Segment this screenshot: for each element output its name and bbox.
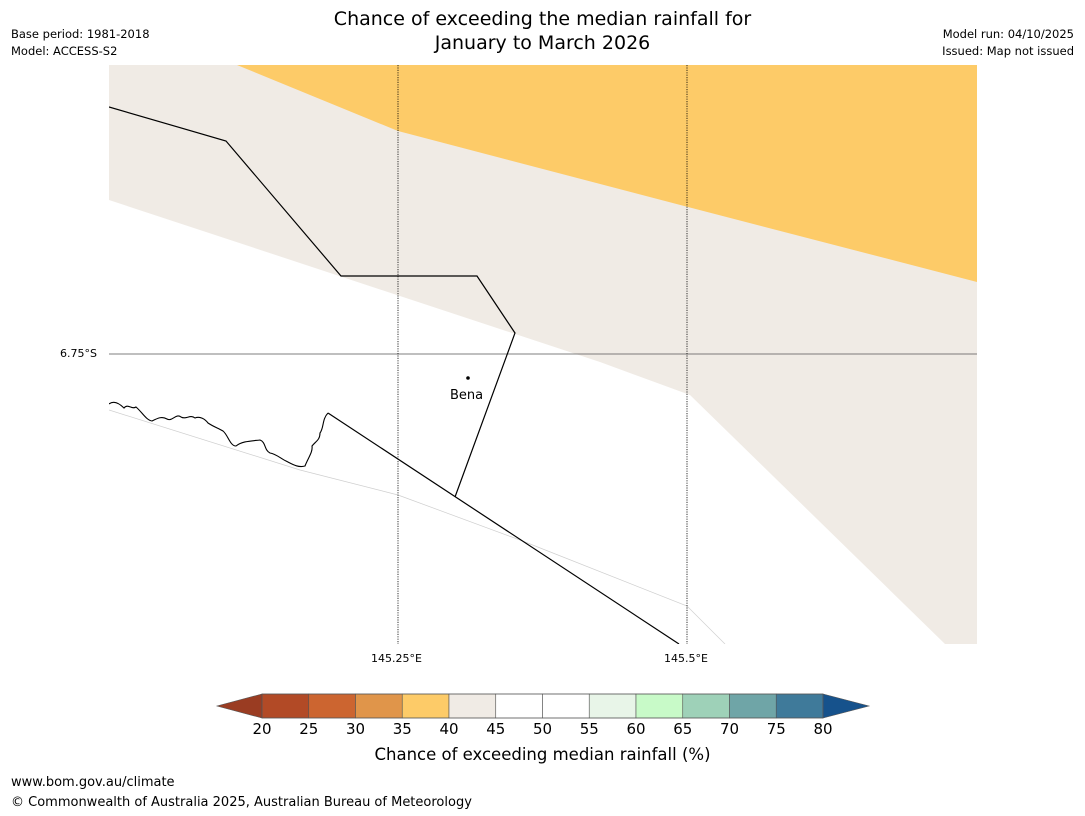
colorbar-segment bbox=[495, 693, 543, 719]
base-period-text: Base period: 1981-2018 bbox=[11, 27, 150, 41]
map-title: Chance of exceeding the median rainfall … bbox=[0, 7, 1085, 55]
colorbar-tick-label: 40 bbox=[439, 720, 459, 738]
metadata-right: Model run: 04/10/2025 Issued: Map not is… bbox=[942, 26, 1074, 60]
colorbar-title: Chance of exceeding median rainfall (%) bbox=[374, 745, 711, 764]
colorbar-tick-label: 65 bbox=[673, 720, 693, 738]
band-35-40-region bbox=[237, 65, 977, 282]
colorbar-segment bbox=[775, 693, 824, 719]
colorbar-segment bbox=[355, 693, 403, 719]
model-text: Model: ACCESS-S2 bbox=[11, 44, 118, 58]
colorbar-segment bbox=[401, 693, 450, 719]
province-boundary bbox=[109, 106, 516, 498]
colorbar bbox=[215, 693, 871, 719]
lat-label: 6.75°S bbox=[60, 347, 97, 360]
colorbar-segment bbox=[448, 693, 497, 719]
issued-text: Issued: Map not issued bbox=[942, 44, 1074, 58]
colorbar-tick-label: 45 bbox=[486, 720, 506, 738]
map-title-line1: Chance of exceeding the median rainfall … bbox=[333, 8, 752, 30]
colorbar-tick-label: 35 bbox=[392, 720, 412, 738]
lon-label-145-25: 145.25°E bbox=[371, 652, 422, 665]
model-run-text: Model run: 04/10/2025 bbox=[942, 27, 1074, 41]
colorbar-segment bbox=[729, 693, 777, 719]
colorbar-segment bbox=[542, 693, 590, 719]
colorbar-tick-label: 50 bbox=[532, 720, 553, 738]
province-boundary-south bbox=[327, 412, 680, 644]
footer-url: www.bom.gov.au/climate bbox=[11, 775, 175, 790]
lon-label-145-5: 145.5°E bbox=[664, 652, 708, 665]
colorbar-frame bbox=[261, 693, 824, 719]
colorbar-over-arrow bbox=[822, 693, 871, 719]
metadata-left: Base period: 1981-2018 Model: ACCESS-S2 bbox=[11, 26, 150, 60]
colorbar-tick-label: 75 bbox=[766, 720, 786, 738]
colorbar-segment bbox=[682, 693, 730, 719]
band-edge-line bbox=[109, 409, 726, 644]
colorbar-segment bbox=[261, 693, 310, 719]
colorbar-segments bbox=[261, 693, 824, 719]
colorbar-under-arrow bbox=[215, 693, 263, 719]
colorbar-tick-label: 20 bbox=[252, 720, 272, 738]
bena-town-label: Bena bbox=[450, 388, 484, 403]
colorbar-tick-label: 80 bbox=[813, 720, 833, 738]
colorbar-tick-label: 30 bbox=[345, 720, 366, 738]
colorbar-tick-label: 60 bbox=[626, 720, 646, 738]
bena-town-marker bbox=[466, 376, 470, 380]
map-title-line2: January to March 2026 bbox=[434, 32, 651, 54]
colorbar-segment bbox=[635, 693, 684, 719]
colorbar-tick-label: 25 bbox=[299, 720, 319, 738]
river-line bbox=[109, 401, 329, 468]
footer-copyright: © Commonwealth of Australia 2025, Austra… bbox=[11, 795, 472, 810]
colorbar-tick-label: 55 bbox=[579, 720, 599, 738]
colorbar-segment bbox=[308, 693, 356, 719]
colorbar-tick-label: 70 bbox=[719, 720, 740, 738]
colorbar-segment bbox=[588, 693, 637, 719]
